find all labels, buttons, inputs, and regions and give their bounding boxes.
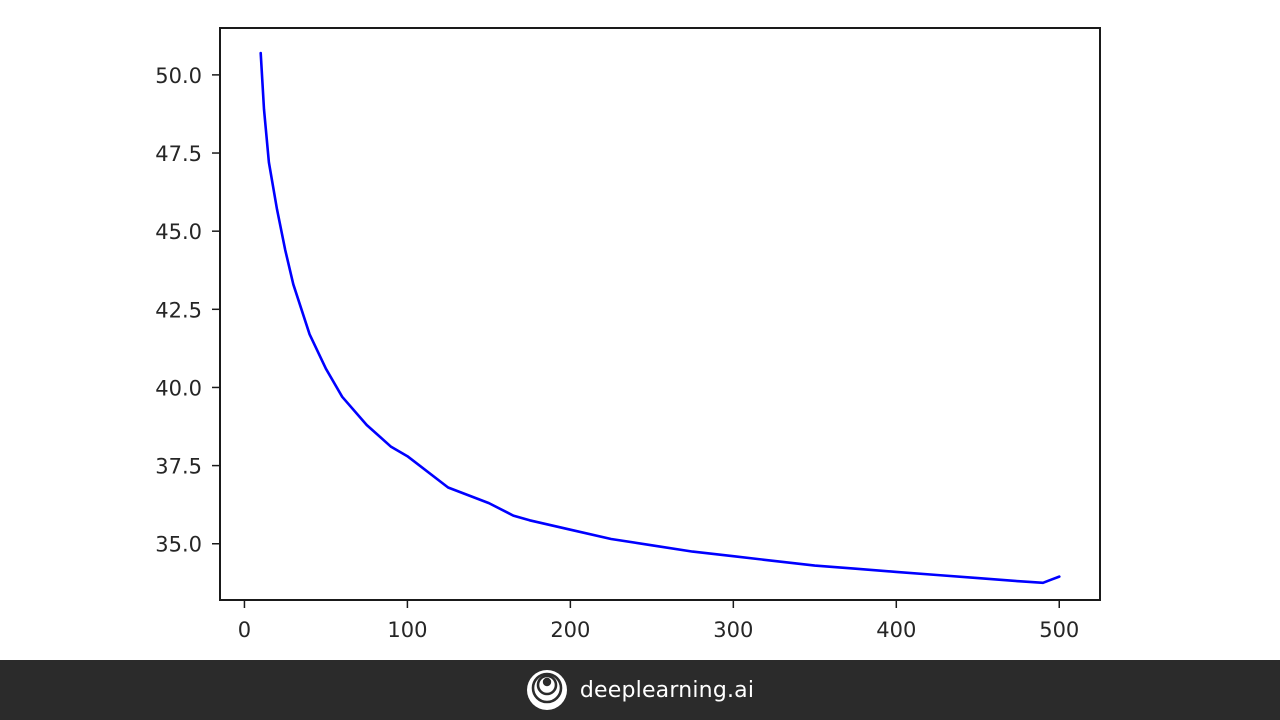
series-line <box>259 51 1061 585</box>
y-tick-label: 35.0 <box>155 533 202 557</box>
y-tick-label: 45.0 <box>155 220 202 244</box>
loss-line-chart: 0 100 200 300 400 500 35.0 37.5 40.0 42.5 45.0 47.… <box>155 27 1101 642</box>
y-tick-label: 50.0 <box>155 64 202 88</box>
concentric-circles-logo-icon <box>526 670 567 710</box>
x-tick-label: 0 <box>238 618 251 642</box>
x-tick-label: 300 <box>713 618 753 642</box>
x-axis: 0 100 200 300 400 500 <box>238 600 1079 642</box>
plot-area-frame <box>219 27 1101 601</box>
x-tick-label: 500 <box>1039 618 1079 642</box>
y-tick-label: 37.5 <box>155 455 202 479</box>
y-tick-label: 40.0 <box>155 376 202 400</box>
footer-bar: deeplearning.ai <box>0 660 1280 720</box>
brand-name: deeplearning.ai <box>579 677 755 703</box>
x-tick-label: 400 <box>876 618 916 642</box>
x-tick-label: 100 <box>387 618 427 642</box>
series-layer <box>259 51 1061 585</box>
x-tick-label: 200 <box>550 618 590 642</box>
y-tick-label: 47.5 <box>155 142 202 166</box>
y-tick-label: 42.5 <box>155 298 202 322</box>
y-axis: 35.0 37.5 40.0 42.5 45.0 47.5 50.0 <box>155 64 220 557</box>
brand: deeplearning.ai <box>526 669 754 711</box>
